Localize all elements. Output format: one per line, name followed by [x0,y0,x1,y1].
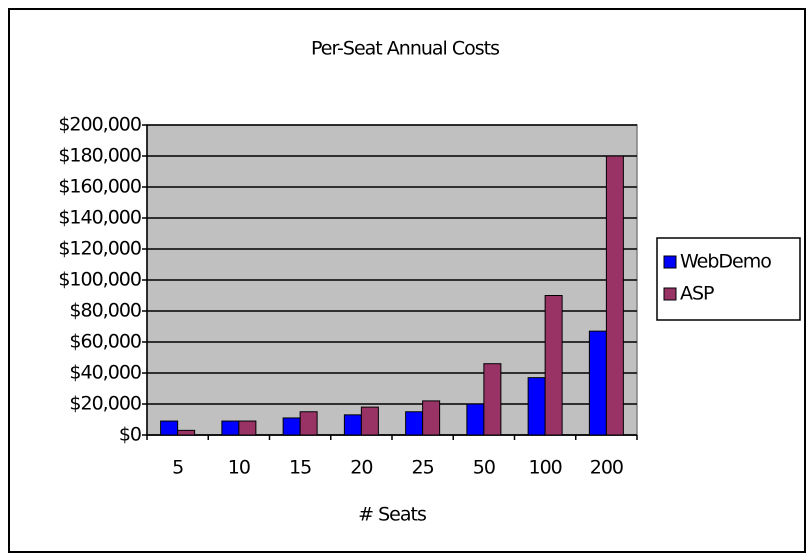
legend-label: WebDemo [680,251,771,273]
bar [422,400,441,436]
bar [360,406,379,436]
x-tick-label: 10 [228,457,250,479]
x-tick-label: 15 [289,457,311,479]
bar [177,429,196,436]
y-tick-label: $20,000 [69,393,141,415]
y-tick-label: $40,000 [69,362,141,384]
x-tick-label: 25 [412,457,434,479]
bar [343,414,362,436]
x-tick-label: 200 [590,457,623,479]
y-tick-label: $160,000 [58,176,141,198]
bar [588,330,607,436]
bar [299,411,318,436]
bar [405,411,424,436]
bar [605,155,624,436]
y-tick-label: $100,000 [58,269,141,291]
x-tick-label: 20 [350,457,372,479]
y-tick-label: $180,000 [58,145,141,167]
legend-swatch [663,255,677,269]
y-tick-label: $80,000 [69,300,141,322]
y-tick-label: $60,000 [69,331,141,353]
bar [466,403,485,436]
bar [544,295,563,436]
legend-box [656,237,801,321]
y-tick-label: $140,000 [58,207,141,229]
x-tick-label: 50 [473,457,495,479]
legend-swatch [663,287,677,301]
x-tick-label: 100 [528,457,561,479]
chart-title: Per-Seat Annual Costs [311,38,499,60]
x-axis-label: # Seats [358,504,426,526]
bar [282,417,301,436]
bar [160,420,179,436]
bar [238,420,257,436]
legend-label: ASP [680,283,714,305]
bar [483,363,502,436]
y-tick-label: $200,000 [58,114,141,136]
y-tick-label: $0 [119,424,141,446]
y-tick-label: $120,000 [58,238,141,260]
x-tick-label: 5 [172,457,183,479]
bar [221,420,240,436]
bar [527,377,546,436]
